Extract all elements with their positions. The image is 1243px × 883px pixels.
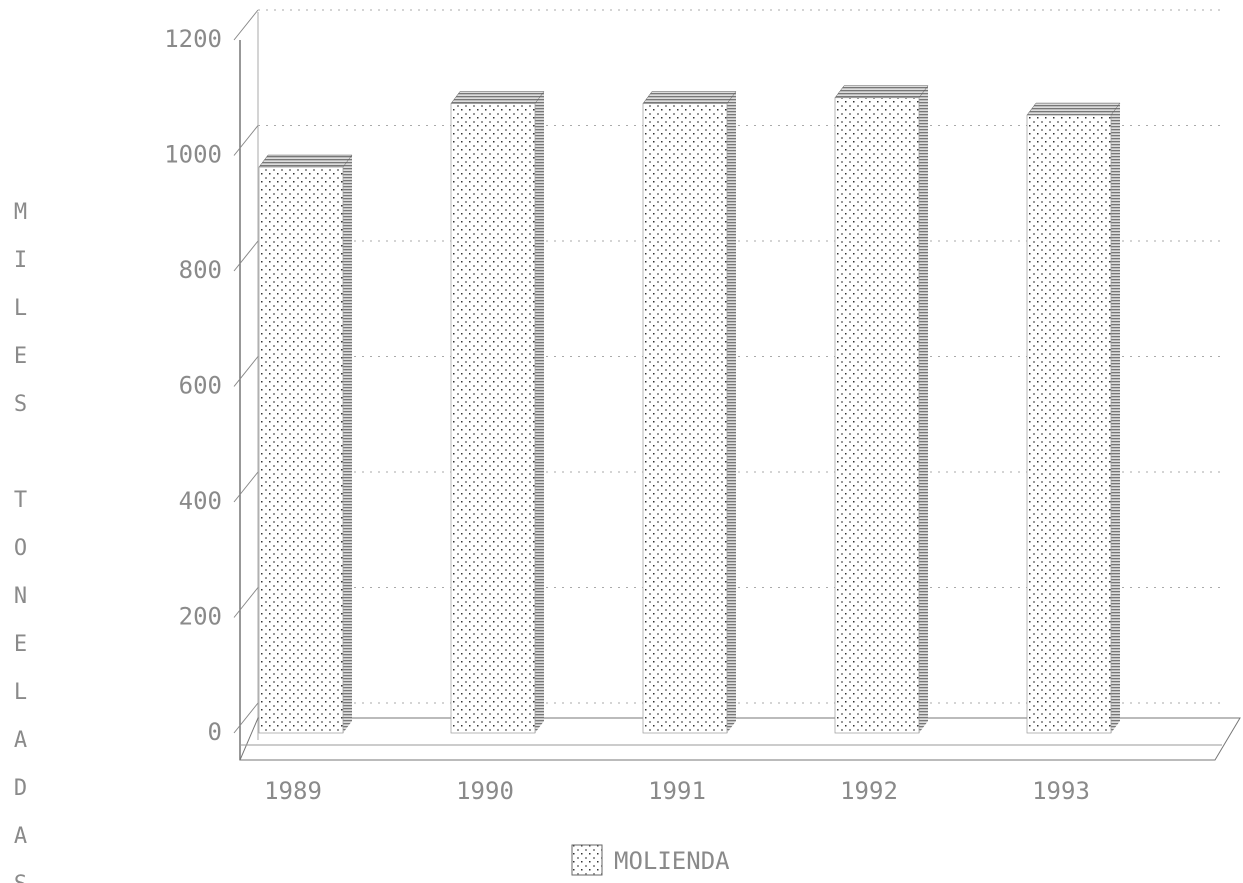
bar bbox=[450, 103, 536, 734]
bar bbox=[642, 103, 728, 734]
bar-side bbox=[727, 91, 736, 733]
y-tick-label: 1200 bbox=[164, 25, 222, 53]
bar-side bbox=[1111, 103, 1120, 733]
tick-mark bbox=[233, 356, 259, 387]
floor bbox=[239, 717, 1241, 761]
bar bbox=[258, 166, 344, 734]
y-tick-label: 400 bbox=[179, 487, 222, 515]
x-tick-label: 1992 bbox=[840, 777, 898, 805]
tick-mark bbox=[233, 471, 259, 503]
tick-mark bbox=[233, 587, 259, 618]
bar-top bbox=[450, 91, 545, 104]
x-tick-label: 1993 bbox=[1032, 777, 1090, 805]
legend-swatch bbox=[571, 844, 603, 876]
y-tick-label: 200 bbox=[179, 603, 222, 631]
y-axis-label: MILES TONELADAS bbox=[8, 200, 33, 883]
bar-top bbox=[642, 91, 737, 104]
bar bbox=[1026, 114, 1112, 734]
x-tick-label: 1990 bbox=[456, 777, 514, 805]
tick-mark bbox=[233, 240, 259, 272]
bar bbox=[834, 97, 920, 734]
tick-mark bbox=[233, 125, 259, 156]
legend-label: MOLIENDA bbox=[614, 847, 730, 875]
x-tick-label: 1991 bbox=[648, 777, 706, 805]
bar-top bbox=[258, 154, 353, 168]
y-tick-label: 600 bbox=[179, 372, 222, 400]
y-tick-label: 1000 bbox=[164, 141, 222, 169]
x-tick-label: 1989 bbox=[264, 777, 322, 805]
y-tick-label: 800 bbox=[179, 256, 222, 284]
bar-top bbox=[834, 85, 929, 98]
bar-side bbox=[919, 85, 928, 733]
bar-side bbox=[535, 91, 544, 733]
bar-side bbox=[343, 155, 352, 734]
y-tick-label: 0 bbox=[208, 718, 222, 746]
tick-mark bbox=[233, 702, 259, 734]
bar-top bbox=[1026, 102, 1121, 116]
tick-mark bbox=[233, 9, 259, 41]
